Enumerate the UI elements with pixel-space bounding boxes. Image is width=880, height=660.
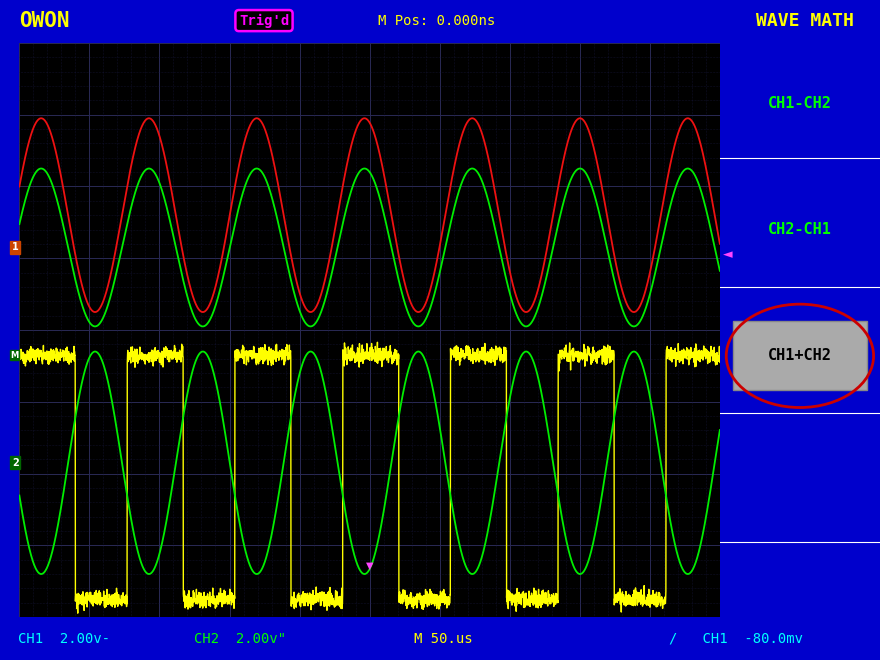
Text: M: M	[11, 350, 18, 360]
Text: CH2-CH1: CH2-CH1	[768, 222, 832, 237]
Text: ▼: ▼	[366, 561, 373, 571]
Text: M Pos: 0.000ns: M Pos: 0.000ns	[378, 15, 495, 28]
Text: Trig'd: Trig'd	[238, 13, 290, 28]
Text: CH1-CH2: CH1-CH2	[768, 96, 832, 111]
Text: 2: 2	[12, 458, 18, 468]
FancyBboxPatch shape	[733, 321, 867, 390]
Text: ◄: ◄	[723, 248, 733, 261]
Text: CH1  2.00v-: CH1 2.00v-	[18, 632, 110, 645]
Text: /   CH1  -80.0mv: / CH1 -80.0mv	[669, 632, 803, 645]
Text: WAVE MATH: WAVE MATH	[756, 13, 854, 30]
Text: CH2  2.00v": CH2 2.00v"	[194, 632, 286, 645]
Text: OWON: OWON	[19, 11, 70, 32]
Text: 1: 1	[12, 242, 18, 253]
Text: M 50.us: M 50.us	[414, 632, 473, 645]
Text: CH1+CH2: CH1+CH2	[768, 348, 832, 364]
